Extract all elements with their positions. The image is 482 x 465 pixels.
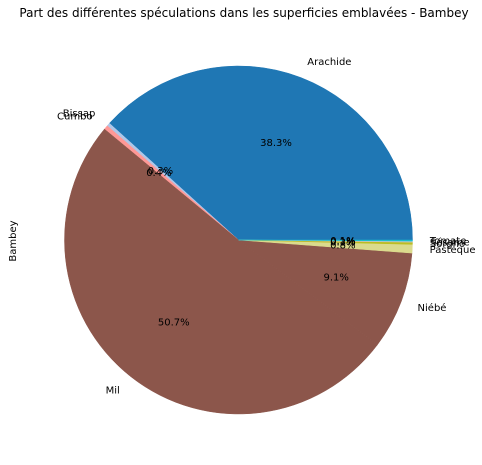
slice-percent-niebe: 9.1% (323, 272, 348, 283)
slice-label-mil: Mil (106, 386, 120, 397)
slice-label-sesame: Sésame (430, 236, 470, 248)
pie-slice-mil (64, 128, 378, 415)
slice-percent-sesame: 0.1% (330, 236, 355, 247)
pie-slice-tomate (238, 239, 413, 242)
slice-label-pasteque: Pasteque (430, 245, 476, 256)
slice-percent-tomate: 0.1% (330, 236, 355, 247)
chart-title: Part des différentes spéculations dans l… (19, 6, 468, 20)
y-axis-label: Bambey (8, 220, 19, 261)
pie-slice-arachide (109, 65, 413, 241)
slice-label-tomate: Tomate (429, 236, 466, 247)
slice-percent-arachide: 38.3% (260, 138, 292, 149)
slice-percent-cumbo: 0.4% (146, 168, 171, 179)
slice-label-sorgho: Sorgho (430, 239, 465, 250)
slice-percent-bissap: 0.3% (148, 166, 173, 177)
slice-percent-labels: 38.3%0.3%0.4%50.7%9.1%0.8%0.2%0.1%0.1% (146, 138, 355, 328)
slice-label-arachide: Arachide (307, 57, 351, 68)
slice-percent-pasteque: 0.8% (330, 241, 355, 252)
slice-label-niebe: Niébé (418, 302, 447, 314)
slice-label-cumbo: Cumbo (57, 112, 93, 123)
slice-percent-mil: 50.7% (158, 317, 190, 328)
slice-percent-sorgho: 0.2% (330, 237, 355, 248)
pie-slices (64, 65, 413, 415)
pie-slice-niebe (237, 239, 413, 346)
slice-label-bissap: Bissap (63, 108, 96, 119)
